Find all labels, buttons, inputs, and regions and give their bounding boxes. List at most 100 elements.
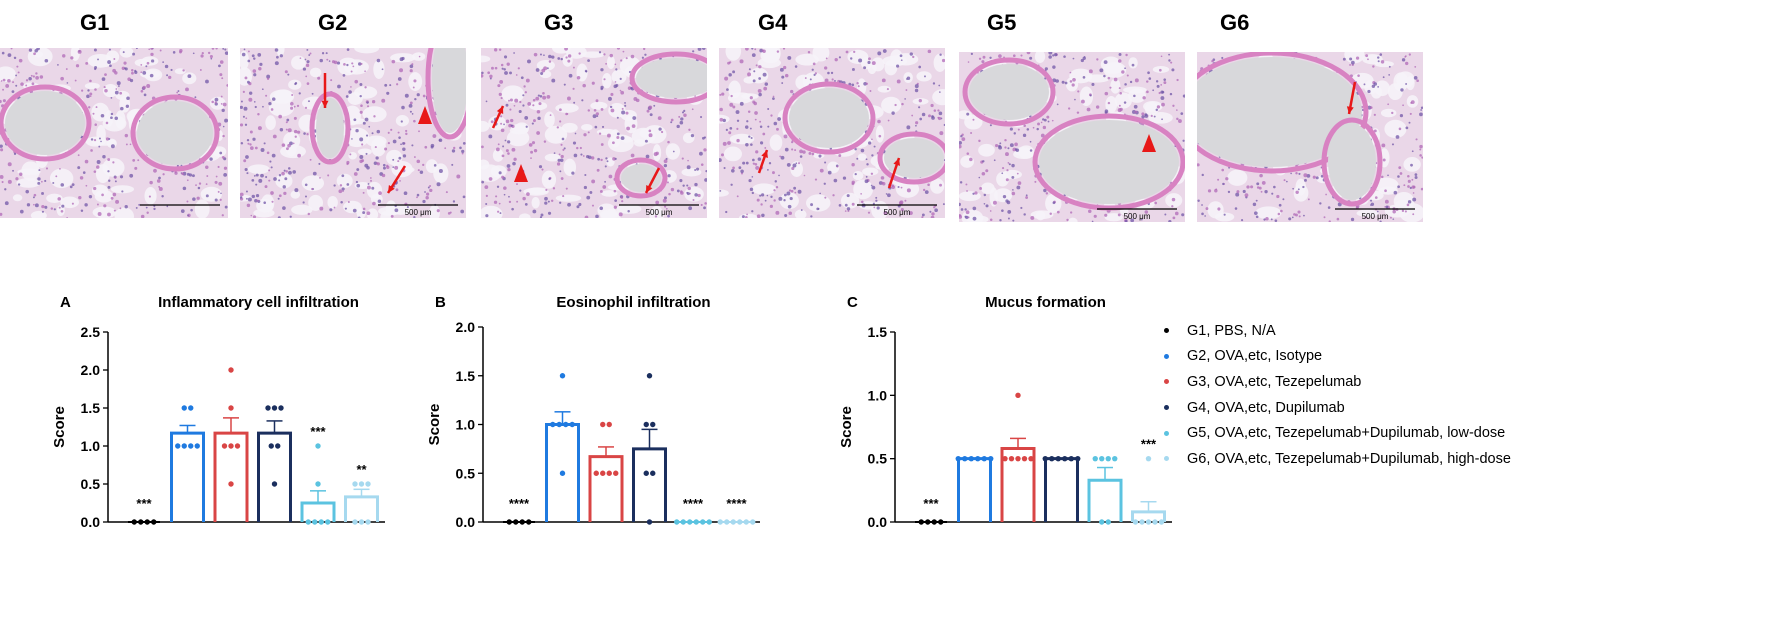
group-label-g4: G4 [758, 10, 788, 35]
data-point [569, 421, 575, 428]
chart-title: Mucus formation [985, 294, 1106, 311]
data-point [352, 519, 358, 525]
bar [300, 501, 336, 522]
micrograph-g5: 500 μm [959, 52, 1185, 222]
data-point [358, 481, 365, 487]
y-axis-label: Score [838, 406, 855, 448]
panel-letter: A [60, 294, 71, 311]
data-point [1055, 455, 1061, 462]
data-point [526, 519, 532, 525]
data-point [228, 367, 234, 373]
y-tick-label: 1.0 [81, 438, 101, 454]
group-label-g5: G5 [987, 10, 1017, 35]
scale-bar-label: 500 μm [405, 208, 432, 217]
data-point [646, 519, 653, 525]
y-tick-label: 0.0 [868, 514, 888, 530]
bar [588, 455, 624, 522]
data-point [1008, 455, 1015, 462]
data-point [988, 455, 994, 462]
legend-marker [1164, 379, 1169, 385]
data-point [1152, 519, 1158, 525]
scale-bar-label: 500 μm [884, 208, 911, 217]
data-point [228, 481, 234, 487]
data-point [1062, 455, 1068, 462]
data-point [650, 470, 656, 476]
bar [1087, 478, 1123, 522]
significance-label: **** [683, 496, 704, 511]
data-point [1049, 455, 1055, 462]
data-point [1132, 519, 1139, 525]
bar [344, 495, 379, 522]
data-point [318, 519, 324, 525]
data-point [365, 519, 371, 525]
y-tick-label: 2.0 [456, 319, 476, 335]
data-point [962, 455, 968, 462]
y-tick-label: 1.0 [868, 387, 888, 403]
data-point [1028, 455, 1034, 462]
data-point [606, 470, 612, 476]
legend-label: G3, OVA,etc, Tezepelumab [1187, 373, 1362, 390]
data-point [271, 405, 278, 411]
data-point [325, 519, 331, 525]
data-point [1105, 455, 1111, 462]
data-point [743, 519, 749, 525]
micrograph-g2: 500 μm [240, 48, 466, 218]
bar [1044, 457, 1079, 522]
data-point [938, 519, 944, 525]
legend-marker [1164, 430, 1169, 436]
y-tick-label: 1.0 [456, 417, 476, 433]
data-point [918, 519, 924, 525]
data-point [680, 519, 686, 525]
micrograph-svg: 500 μm [1197, 52, 1423, 222]
micrograph-g6: 500 μm [1197, 52, 1423, 222]
data-point [144, 519, 150, 525]
y-tick-label: 0.0 [81, 514, 101, 530]
data-point [975, 455, 981, 462]
micrograph-svg: 500 μm [240, 48, 466, 218]
data-point [181, 443, 187, 449]
data-point [365, 481, 371, 487]
data-point [234, 443, 241, 449]
data-point [138, 519, 144, 525]
micrograph-g3: 500 μm [481, 48, 707, 218]
panel-letter: B [435, 294, 446, 311]
data-point [1105, 519, 1111, 525]
data-point [1099, 519, 1105, 525]
chart-title: Inflammatory cell infiltration [158, 294, 359, 311]
data-point [550, 421, 556, 428]
data-point [315, 481, 321, 487]
y-tick-label: 2.5 [81, 324, 101, 340]
data-point [717, 519, 723, 525]
panel-letter: C [847, 294, 858, 311]
data-point [1092, 455, 1098, 462]
data-point [750, 519, 756, 525]
data-point [228, 405, 234, 411]
data-point [1042, 455, 1048, 462]
significance-label: *** [310, 424, 326, 439]
data-point [268, 443, 274, 449]
group-label-g6: G6 [1220, 10, 1250, 35]
data-point [559, 373, 566, 379]
data-point [151, 519, 157, 525]
scale-bar-label: 500 μm [646, 208, 673, 217]
data-point [559, 470, 566, 476]
data-point [228, 443, 234, 449]
data-point [600, 470, 606, 476]
data-point [968, 455, 974, 462]
legend-label: G6, OVA,etc, Tezepelumab+Dupilumab, high… [1187, 450, 1511, 467]
data-point [188, 443, 194, 449]
micrograph-svg: 500 μm [481, 48, 707, 218]
significance-label: *** [1141, 437, 1157, 452]
data-point [519, 519, 525, 525]
y-tick-label: 0.5 [81, 476, 101, 492]
data-point [278, 405, 284, 411]
data-point [506, 519, 512, 525]
data-point [600, 421, 606, 428]
y-tick-label: 2.0 [81, 362, 101, 378]
legend-marker [1164, 328, 1169, 334]
y-axis-label: Score [51, 406, 68, 448]
legend-item: G5, OVA,etc, Tezepelumab+Dupilumab, low-… [1164, 420, 1511, 446]
micrograph-g1 [0, 48, 228, 218]
data-point [1099, 455, 1105, 462]
y-tick-label: 1.5 [81, 400, 101, 416]
